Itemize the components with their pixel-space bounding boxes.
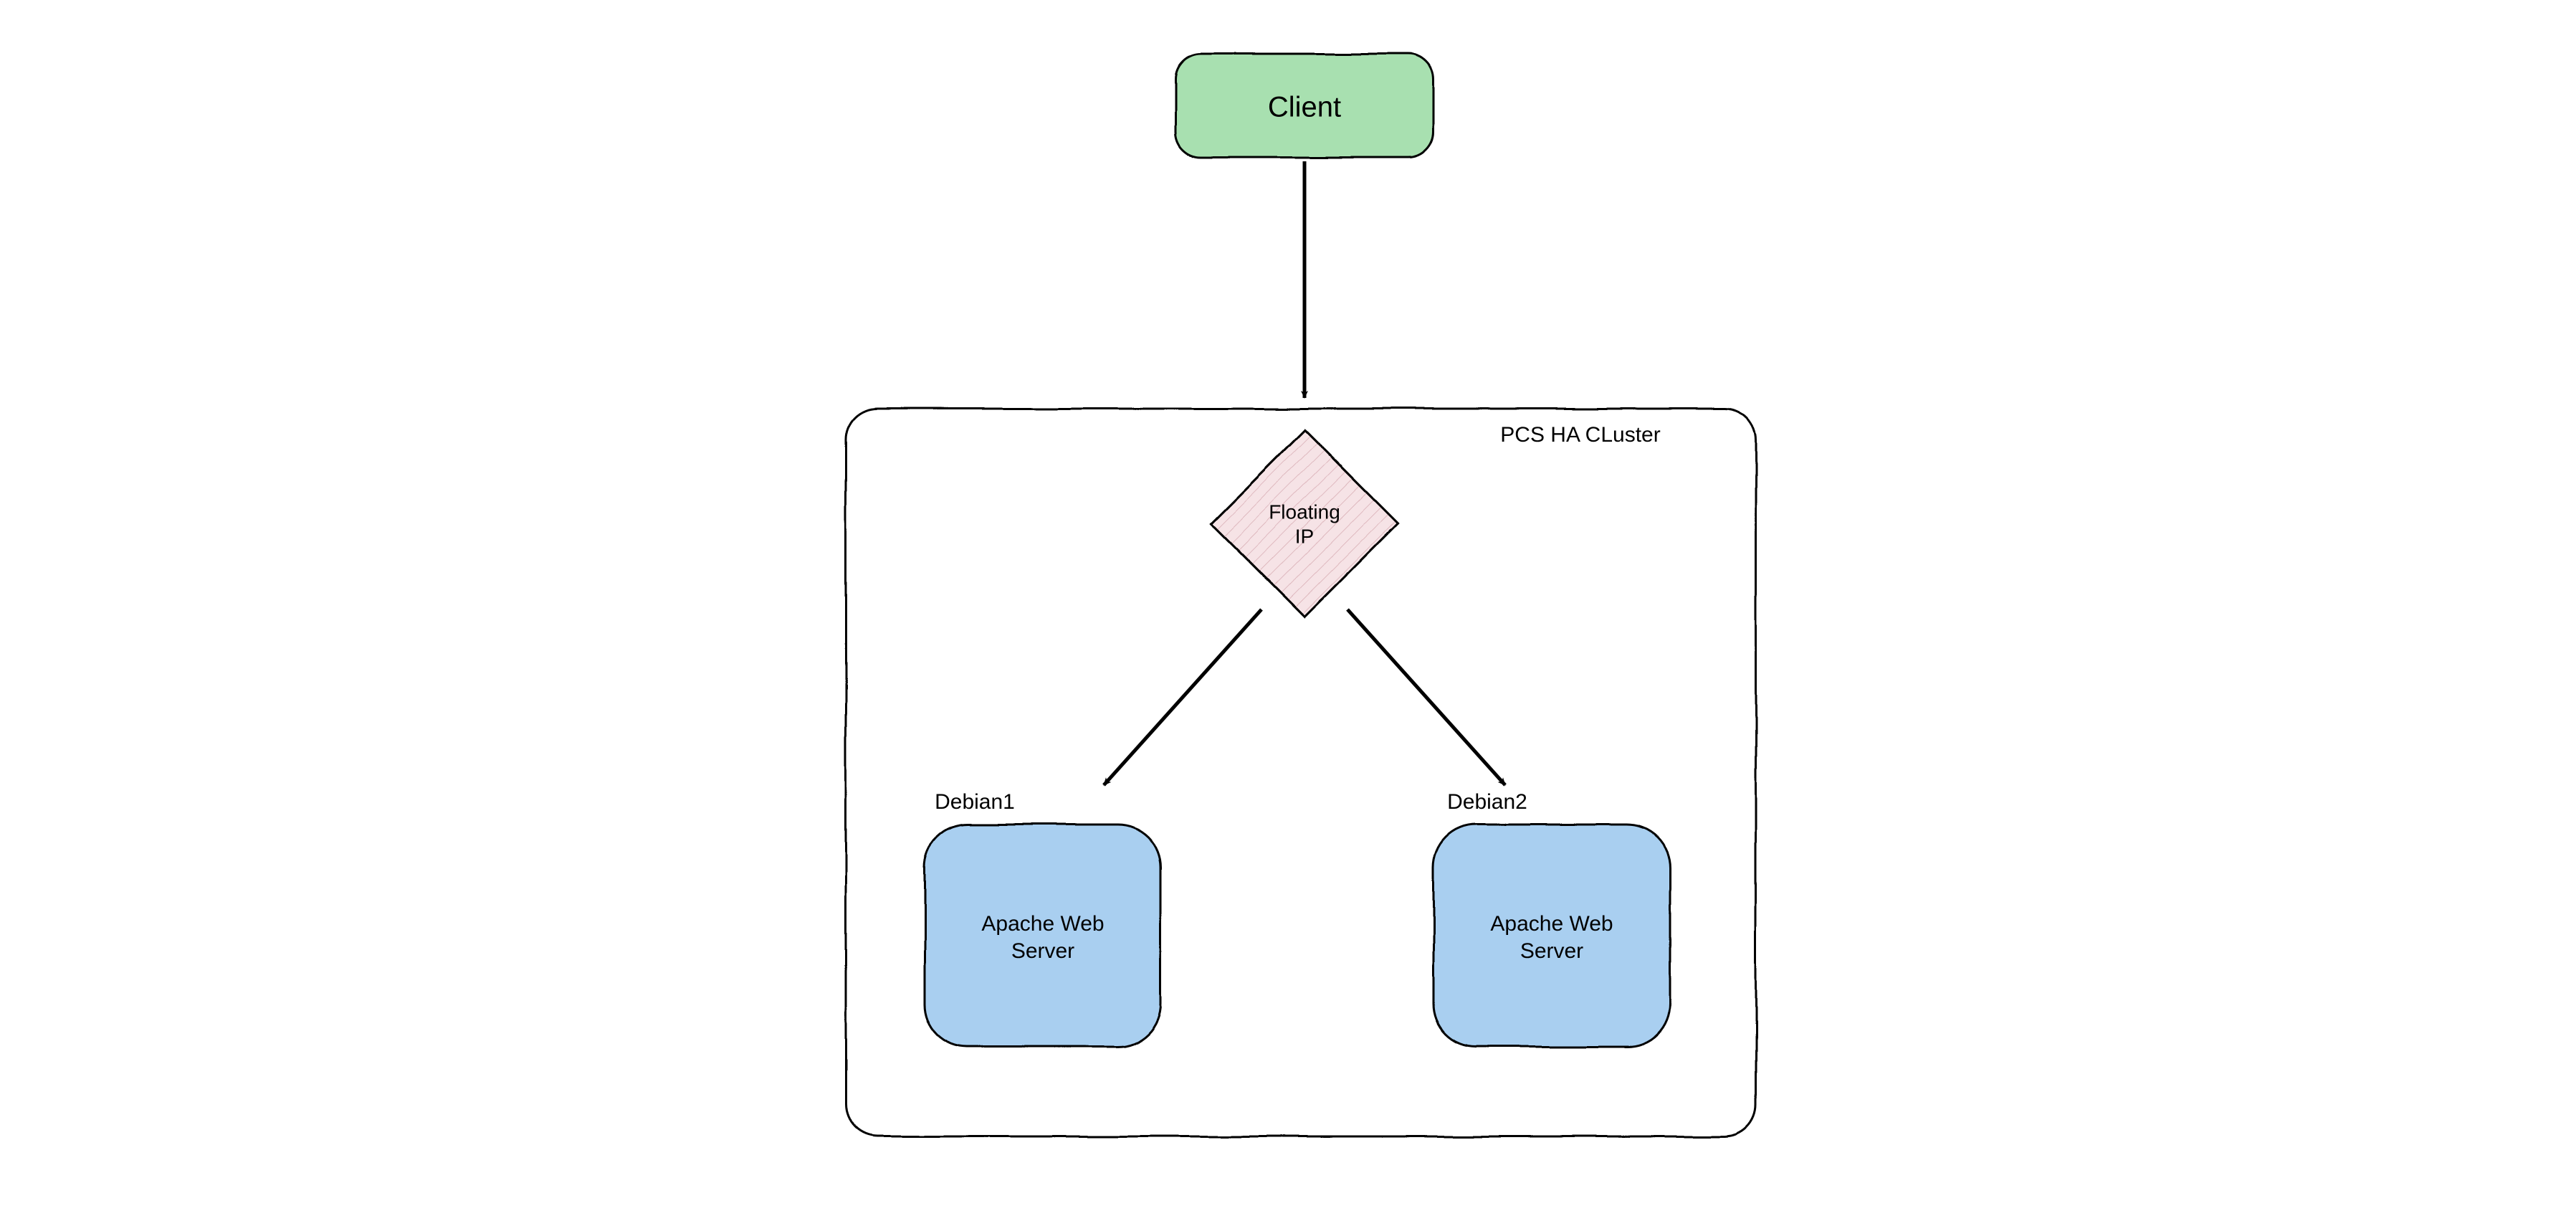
debian2-label-2: Server [1520, 939, 1583, 963]
debian2-title: Debian2 [1447, 790, 1527, 814]
debian2-node [1434, 825, 1670, 1047]
floating-ip-label-1: Floating [1269, 500, 1340, 523]
diagram-canvas: PCS HA CLuster Client Floating IP Debian… [0, 0, 2576, 1216]
client-label: Client [1268, 92, 1341, 123]
debian1-title: Debian1 [935, 790, 1015, 814]
debian1-label-2: Server [1011, 939, 1074, 963]
cluster-label: PCS HA CLuster [1500, 423, 1660, 447]
debian1-label-1: Apache Web [981, 912, 1104, 936]
debian2-label-1: Apache Web [1490, 912, 1613, 936]
floating-ip-label-2: IP [1295, 525, 1314, 547]
debian1-node [925, 825, 1161, 1047]
